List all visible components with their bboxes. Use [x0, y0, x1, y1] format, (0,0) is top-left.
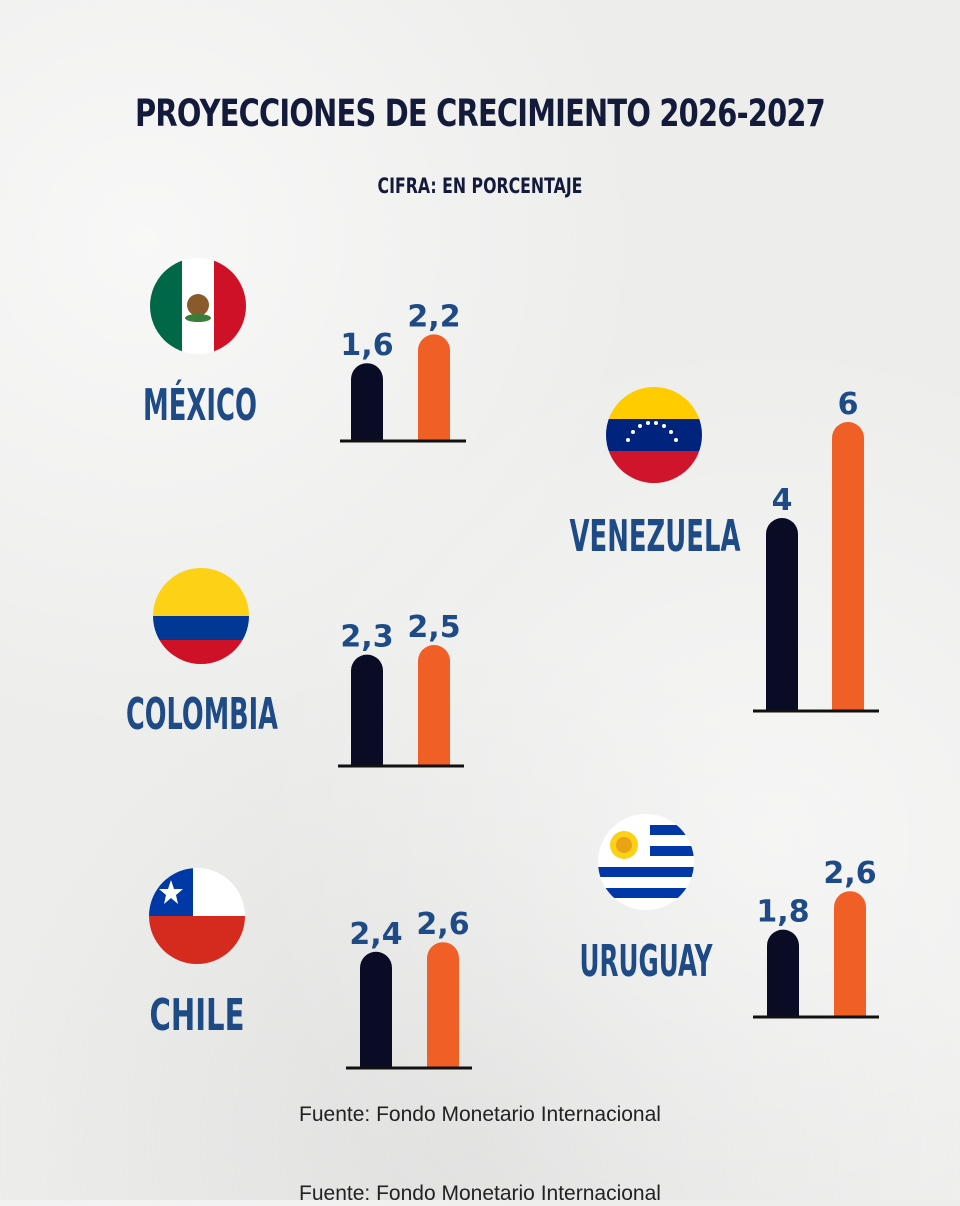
bar-venezuela-2026	[766, 518, 798, 710]
chart-title: PROYECCIONES DE CRECIMIENTO 2026-2027	[135, 92, 826, 135]
value-label-venezuela-2027: 6	[838, 387, 859, 422]
value-label-mexico-2027: 2,2	[407, 299, 460, 334]
value-label-chile-2027: 2,6	[416, 907, 469, 942]
chile-flag-icon	[149, 868, 245, 964]
chart-subtitle: CIFRA: EN PORCENTAJE	[377, 174, 583, 198]
value-label-uruguay-2027: 2,6	[823, 856, 876, 891]
uruguay-flag-icon	[598, 814, 694, 910]
value-label-mexico-2026: 1,6	[340, 328, 393, 363]
mexico-flag-icon	[150, 258, 246, 354]
country-label-mexico: MÉXICO	[143, 378, 257, 431]
bar-chile-2026	[360, 951, 392, 1067]
country-label-chile: CHILE	[150, 990, 245, 1041]
value-label-uruguay-2026: 1,8	[756, 895, 809, 930]
bar-mexico-2027	[418, 334, 450, 440]
colombia-flag-icon	[153, 568, 249, 664]
bar-venezuela-2027	[832, 422, 864, 710]
bar-mexico-2026	[351, 363, 383, 440]
bar-uruguay-2027	[834, 891, 866, 1016]
country-label-venezuela: VENEZUELA	[570, 511, 741, 562]
source-note: Fuente: Fondo Monetario Internacional	[299, 1103, 661, 1126]
bar-chile-2027	[427, 942, 459, 1067]
value-label-chile-2026: 2,4	[349, 917, 402, 952]
venezuela-flag-icon	[606, 387, 702, 483]
country-label-colombia: COLOMBIA	[126, 689, 278, 740]
value-label-colombia-2027: 2,5	[407, 610, 460, 645]
source-note-duplicate: Fuente: Fondo Monetario Internacional	[299, 1182, 661, 1205]
value-label-venezuela-2026: 4	[772, 483, 793, 518]
bar-uruguay-2026	[767, 929, 799, 1016]
bar-colombia-2026	[351, 654, 383, 765]
value-label-colombia-2026: 2,3	[340, 620, 393, 655]
country-label-uruguay: URUGUAY	[580, 936, 714, 987]
bar-colombia-2027	[418, 645, 450, 765]
